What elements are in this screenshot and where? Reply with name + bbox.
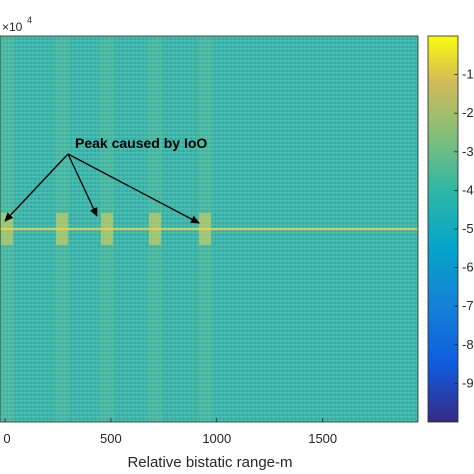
colorbar-tick-label: -3 (462, 144, 474, 159)
annotation-arrow-0 (4, 153, 69, 222)
y-exponent-label: ×10 4 (2, 15, 32, 34)
x-axis: 0 500 1000 1500 (3, 418, 337, 446)
colorbar: -1 -2 -3 -4 -5 -6 -7 -8 -9 (427, 35, 474, 423)
colorbar-tick-label: -1 (462, 67, 474, 82)
colorbar-tick-label: -2 (462, 105, 474, 120)
y-exponent-power: 4 (27, 15, 32, 25)
x-tick-label: 1000 (202, 431, 231, 446)
x-tick-label: 0 (3, 431, 10, 446)
colorbar-tick-label: -8 (462, 337, 474, 352)
annotation: Peak caused by IoO (4, 135, 207, 224)
annotation-arrow-1 (67, 153, 98, 217)
annotation-text: Peak caused by IoO (75, 135, 207, 151)
plot-area (0, 35, 419, 423)
annotation-arrow-2 (67, 153, 200, 224)
colorbar-tick-label: -5 (462, 221, 474, 236)
colorbar-tick-label: -7 (462, 298, 474, 313)
colorbar-gradient (427, 35, 459, 423)
x-axis-label: Relative bistatic range-m (127, 454, 292, 471)
x-tick-label: 1500 (308, 431, 337, 446)
y-exponent-base: ×10 (2, 20, 23, 34)
colorbar-tick-label: -4 (462, 182, 474, 197)
plot-frame (0, 35, 419, 423)
x-tick-label: 500 (100, 431, 122, 446)
colorbar-tick-label: -6 (462, 260, 474, 275)
colorbar-tick-label: -9 (462, 375, 474, 390)
